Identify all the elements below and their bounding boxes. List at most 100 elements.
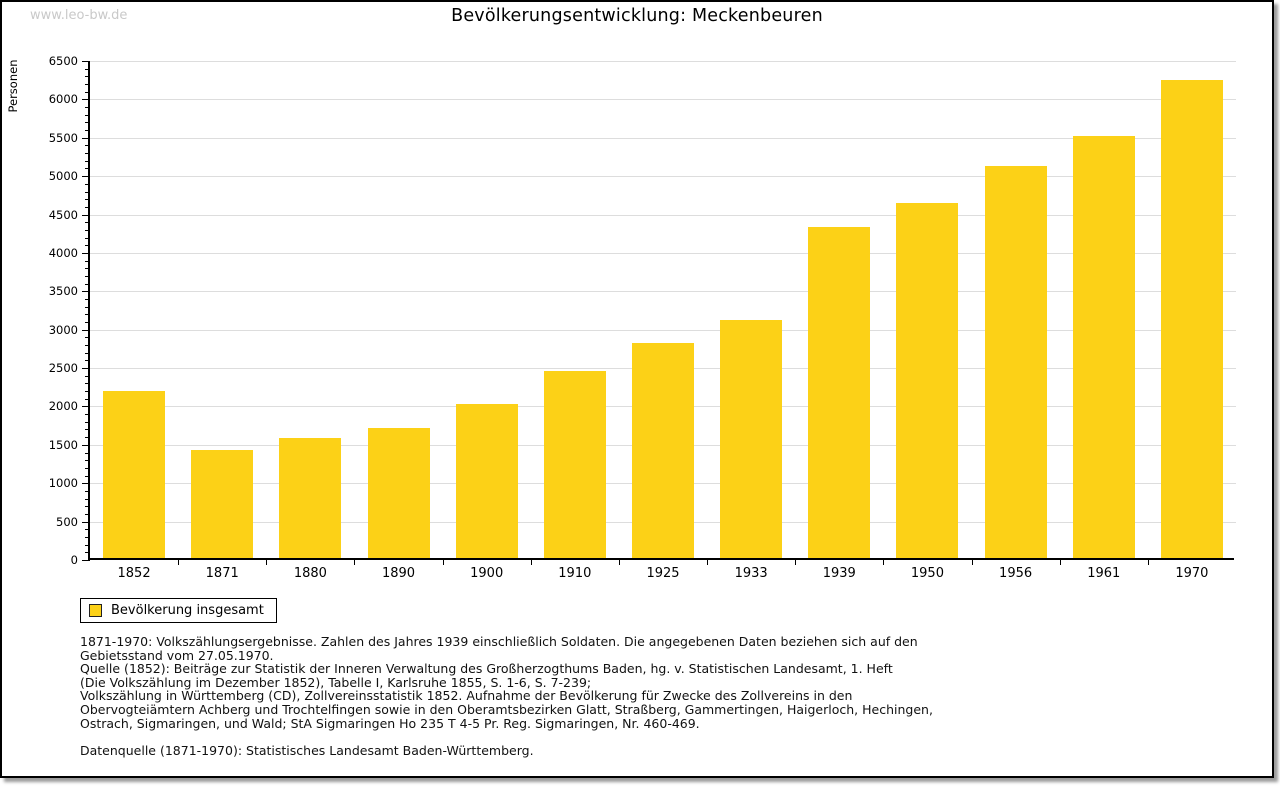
- source-notes: 1871-1970: Volkszählungsergebnisse. Zahl…: [80, 635, 933, 757]
- y-minor-tick: [85, 306, 90, 308]
- y-minor-tick: [85, 513, 90, 515]
- x-tick: [178, 558, 180, 565]
- bar-1880: [279, 437, 342, 558]
- x-tick-label-1871: 1871: [205, 566, 239, 581]
- y-tick-label-3000: 3000: [48, 322, 78, 337]
- x-tick-label-1933: 1933: [734, 566, 768, 581]
- y-tick-label-4000: 4000: [48, 245, 78, 260]
- chart-window-frame: www.leo-bw.de Bevölkerungsentwicklung: M…: [0, 0, 1274, 778]
- y-minor-tick: [85, 529, 90, 531]
- y-minor-tick: [85, 222, 90, 224]
- y-minor-tick: [85, 275, 90, 277]
- y-minor-tick: [85, 76, 90, 78]
- y-tick-label-500: 500: [56, 514, 78, 529]
- y-minor-tick: [85, 206, 90, 208]
- source-note-line-9: Datenquelle (1871-1970): Statistisches L…: [80, 742, 534, 758]
- y-major-tick: [82, 214, 90, 216]
- bar-1956: [984, 166, 1047, 558]
- y-minor-tick: [85, 398, 90, 400]
- y-major-tick: [82, 61, 90, 62]
- y-axis-title: Personen: [6, 59, 20, 113]
- x-tick-label-1956: 1956: [999, 566, 1033, 581]
- y-tick-label-0: 0: [70, 553, 78, 567]
- y-tick-label-6000: 6000: [48, 92, 78, 107]
- y-minor-tick: [85, 352, 90, 354]
- x-tick: [530, 558, 532, 565]
- gridline-5500: [90, 137, 1236, 139]
- y-minor-tick: [85, 345, 90, 347]
- y-major-tick: [82, 406, 90, 408]
- x-tick-label-1880: 1880: [293, 566, 327, 581]
- y-minor-tick: [85, 391, 90, 393]
- y-minor-tick: [85, 68, 90, 70]
- y-major-tick: [82, 483, 90, 485]
- x-tick: [1059, 558, 1061, 565]
- y-minor-tick: [85, 199, 90, 201]
- y-major-tick: [82, 252, 90, 254]
- x-tick: [354, 558, 356, 565]
- bar-1871: [191, 449, 254, 558]
- y-tick-label-4500: 4500: [48, 207, 78, 222]
- bar-1933: [720, 320, 783, 558]
- y-tick-label-1500: 1500: [48, 437, 78, 452]
- plot-area: Personen 0 500 1000 1500 2000 2500 3000 3500 400…: [6, 55, 1236, 581]
- y-minor-tick: [85, 322, 90, 323]
- bar-1961: [1072, 136, 1135, 558]
- x-tick-label-1970: 1970: [1175, 566, 1209, 581]
- x-tick-label-1925: 1925: [646, 566, 680, 581]
- y-minor-tick: [85, 107, 90, 109]
- y-minor-tick: [85, 237, 90, 239]
- y-major-tick: [82, 329, 90, 331]
- y-tick-label-6500: 6500: [48, 54, 78, 68]
- bar-1852: [103, 391, 166, 558]
- watermark-leo-bw: www.leo-bw.de: [30, 8, 128, 23]
- x-tick: [795, 558, 797, 565]
- gridline-3000: [90, 329, 1236, 331]
- source-note-line-5: Volkszählung in Württemberg (CD), Zollve…: [80, 688, 853, 704]
- y-minor-tick: [85, 260, 90, 262]
- y-tick-label-3500: 3500: [48, 284, 78, 299]
- y-minor-tick: [85, 298, 90, 300]
- y-minor-tick: [85, 414, 90, 416]
- x-tick: [1147, 558, 1149, 565]
- x-tick: [266, 558, 268, 565]
- y-minor-tick: [85, 536, 90, 538]
- y-minor-tick: [85, 84, 90, 86]
- y-minor-tick: [85, 153, 90, 155]
- source-note-line-1: 1871-1970: Volkszählungsergebnisse. Zahl…: [80, 634, 918, 649]
- y-minor-tick: [85, 452, 90, 454]
- x-tick-label-1890: 1890: [381, 566, 416, 581]
- bar-1950: [896, 203, 959, 558]
- y-minor-tick: [85, 383, 90, 385]
- y-tick-label-5500: 5500: [48, 130, 78, 145]
- x-tick: [971, 558, 973, 565]
- y-major-tick: [82, 176, 90, 178]
- x-tick-label-1939: 1939: [822, 566, 856, 581]
- source-note-line-4: (Die Volkszählung im Dezember 1852), Tab…: [80, 674, 592, 690]
- y-major-tick: [82, 521, 90, 523]
- y-minor-tick: [85, 506, 90, 508]
- y-minor-tick: [85, 552, 90, 554]
- source-note-line-7: Ostrach, Sigmaringen, und Wald; StA Sigm…: [80, 715, 700, 731]
- gridline-4500: [90, 214, 1236, 216]
- y-minor-tick: [85, 544, 90, 546]
- y-minor-tick: [85, 360, 90, 362]
- y-tick-label-2500: 2500: [48, 361, 78, 376]
- y-major-tick: [82, 137, 90, 139]
- legend-series-label: Bevölkerung insgesamt: [111, 603, 264, 618]
- legend-color-swatch-icon: [89, 604, 102, 617]
- chart-title: Bevölkerungsentwicklung: Meckenbeuren: [451, 6, 823, 26]
- x-tick: [883, 558, 885, 565]
- y-major-tick: [82, 444, 90, 446]
- y-minor-tick: [85, 168, 90, 170]
- x-tick-label-1910: 1910: [558, 566, 592, 581]
- y-minor-tick: [85, 145, 90, 147]
- bar-1900: [455, 403, 518, 558]
- gridline-3500: [90, 291, 1236, 293]
- y-minor-tick: [85, 490, 90, 492]
- bar-1970: [1160, 80, 1223, 558]
- y-major-tick: [82, 291, 90, 293]
- y-tick-label-5000: 5000: [48, 169, 78, 184]
- bar-1939: [808, 227, 871, 558]
- x-tick-label-1852: 1852: [117, 566, 151, 581]
